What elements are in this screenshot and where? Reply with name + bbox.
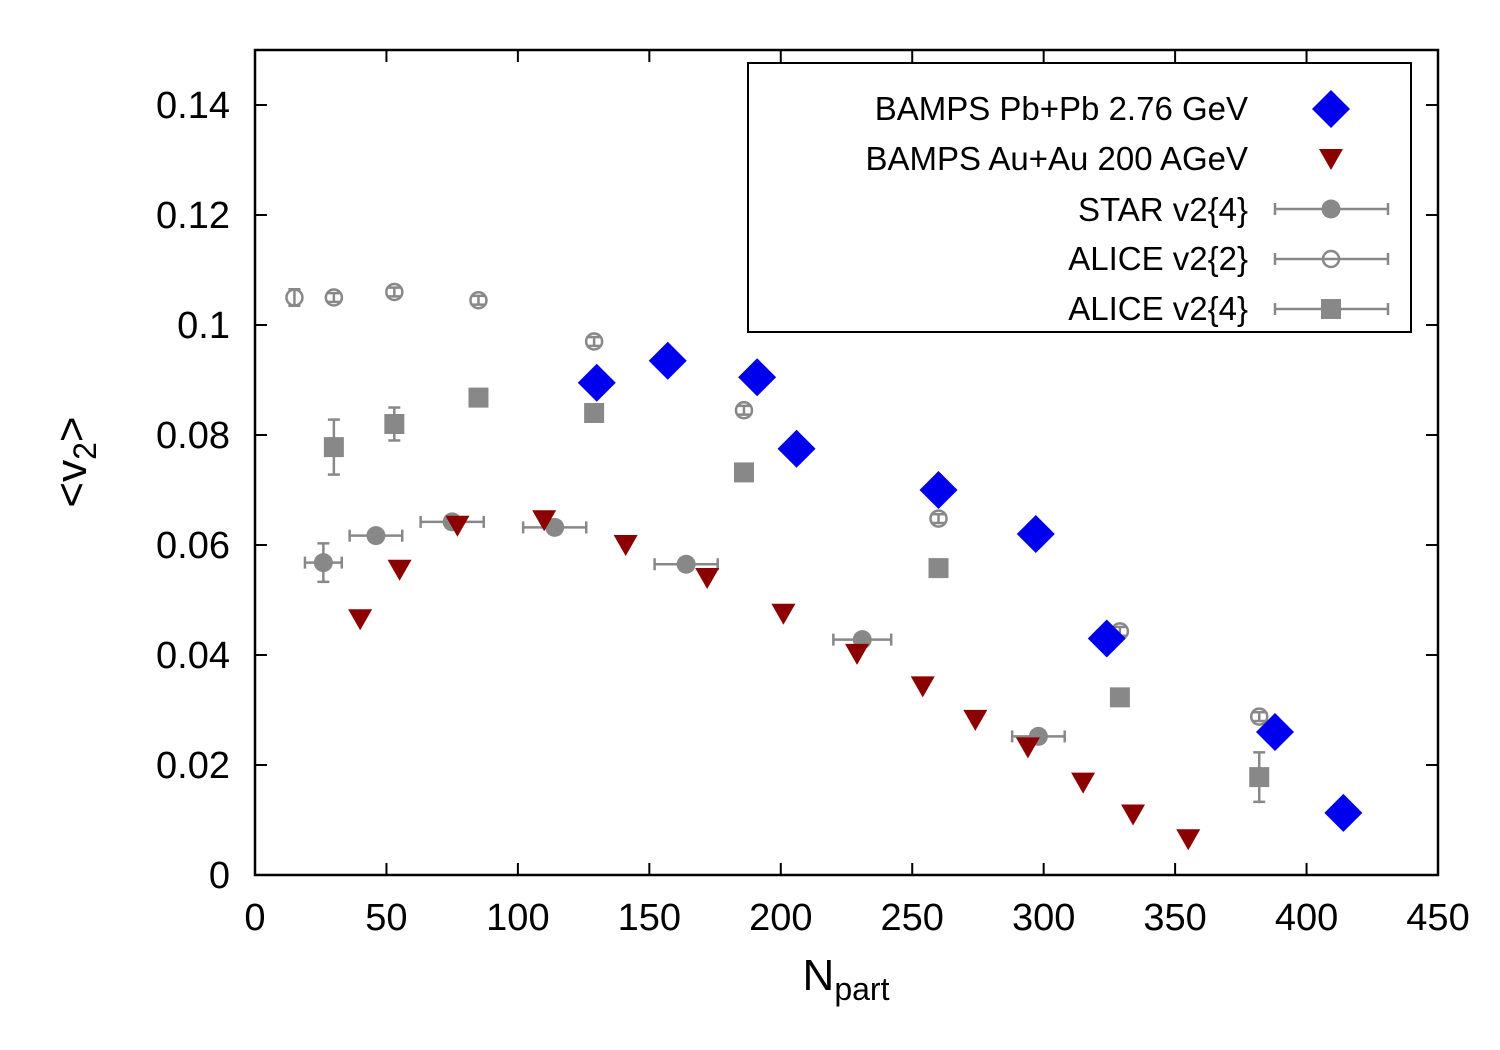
point-alice-v24: [1109, 687, 1130, 708]
point-alice-v22: [584, 332, 604, 351]
axis-ticks: 0 50 100 150 200 250 300 350 400 450 0 0.02 0.04 0.06…: [156, 50, 1470, 939]
point-bamps-pbpb: [1256, 713, 1295, 751]
y-tick-label: 0.14: [156, 85, 230, 127]
point-bamps-auau: [1015, 737, 1040, 759]
point-bamps-auau: [963, 709, 988, 731]
point-alice-v22: [469, 291, 488, 310]
legend-symbol-alice-v24: [1321, 299, 1341, 319]
x-tick-label: 150: [618, 897, 681, 939]
point-bamps-auau: [695, 568, 720, 589]
point-bamps-pbpb: [1324, 793, 1363, 832]
x-tick-label: 50: [365, 897, 407, 939]
y-tick-label: 0.04: [156, 635, 230, 677]
point-bamps-pbpb: [919, 471, 958, 509]
x-axis-title-main: N: [803, 951, 835, 1000]
x-tick-label: 0: [244, 897, 265, 939]
x-tick-label: 300: [1012, 897, 1075, 939]
point-alice-v24: [384, 414, 405, 434]
point-bamps-pbpb: [648, 341, 687, 380]
x-tick-label: 100: [486, 897, 549, 939]
point-bamps-auau: [1121, 804, 1146, 826]
series-star-v24: [303, 512, 1066, 746]
legend-box: [747, 62, 1412, 333]
y-axis-title-sub: 2: [67, 442, 103, 460]
point-bamps-pbpb: [577, 363, 616, 402]
point-bamps-auau: [1071, 772, 1096, 794]
point-alice-v24: [468, 387, 489, 408]
legend: BAMPS Pb+Pb 2.76 GeV BAMPS Au+Au 200 AGe…: [747, 62, 1412, 333]
point-bamps-auau: [387, 559, 412, 581]
y-tick-label: 0: [209, 855, 230, 897]
legend-label-bamps-pbpb: BAMPS Pb+Pb 2.76 GeV: [875, 90, 1248, 127]
legend-symbol-star-v24: [1321, 199, 1341, 219]
x-tick-label: 200: [749, 897, 812, 939]
legend-symbols: [1273, 90, 1390, 319]
point-bamps-auau: [532, 510, 557, 532]
point-bamps-auau: [348, 609, 373, 631]
x-tick-label: 350: [1143, 897, 1206, 939]
point-bamps-auau: [910, 676, 935, 698]
point-star-v24: [313, 553, 333, 573]
point-bamps-auau: [1176, 829, 1201, 851]
point-bamps-pbpb: [1087, 619, 1126, 658]
series-bamps-auau: [348, 510, 1201, 851]
point-bamps-auau: [445, 515, 470, 537]
point-star-v24: [366, 526, 386, 546]
y-tick-label: 0.1: [177, 305, 230, 347]
point-alice-v22: [734, 401, 754, 420]
series-alice-v22: [285, 282, 1269, 726]
x-tick-label: 250: [881, 897, 944, 939]
point-alice-v24: [1249, 767, 1270, 788]
series-alice-v24: [323, 387, 1270, 804]
y-axis-title: <v2>: [47, 416, 103, 507]
y-tick-label: 0.08: [156, 415, 230, 457]
point-bamps-auau: [771, 603, 796, 625]
point-bamps-pbpb: [738, 358, 777, 397]
point-alice-v24: [733, 462, 754, 483]
point-bamps-pbpb: [1016, 515, 1055, 553]
y-tick-label: 0.12: [156, 195, 230, 237]
data-points: [285, 282, 1363, 851]
point-alice-v24: [584, 403, 605, 423]
point-bamps-pbpb: [777, 429, 816, 468]
legend-label-alice-v22: ALICE v2{2}: [1068, 240, 1248, 277]
point-alice-v22: [324, 288, 344, 307]
x-axis-title: Npart: [803, 951, 890, 1007]
legend-label-star-v24: STAR v2{4}: [1078, 191, 1248, 228]
point-alice-v24: [928, 558, 949, 579]
series-bamps-pbpb: [577, 341, 1363, 832]
y-axis-title-suffix: >: [47, 416, 96, 442]
y-axis-title-prefix: <v: [47, 460, 96, 508]
legend-symbol-bamps-pbpb: [1312, 90, 1350, 128]
y-tick-label: 0.06: [156, 525, 230, 567]
legend-symbol-alice-v22: [1321, 249, 1341, 269]
x-axis-title-sub: part: [834, 971, 889, 1007]
point-bamps-auau: [613, 535, 638, 556]
point-alice-v22: [385, 282, 404, 302]
y-tick-label: 0.02: [156, 745, 230, 787]
plot-frame: [253, 48, 1440, 877]
point-alice-v24: [323, 437, 344, 458]
legend-label-bamps-auau: BAMPS Au+Au 200 AGeV: [866, 140, 1249, 177]
point-alice-v22: [1249, 707, 1269, 726]
x-tick-label: 400: [1275, 897, 1338, 939]
point-star-v24: [545, 517, 565, 537]
point-star-v24: [676, 554, 696, 574]
point-bamps-auau: [845, 643, 870, 665]
point-alice-v22: [285, 288, 304, 307]
point-alice-v22: [929, 509, 948, 528]
legend-label-alice-v24: ALICE v2{4}: [1068, 290, 1248, 327]
x-tick-label: 450: [1406, 897, 1469, 939]
legend-symbol-bamps-auau: [1319, 149, 1343, 170]
